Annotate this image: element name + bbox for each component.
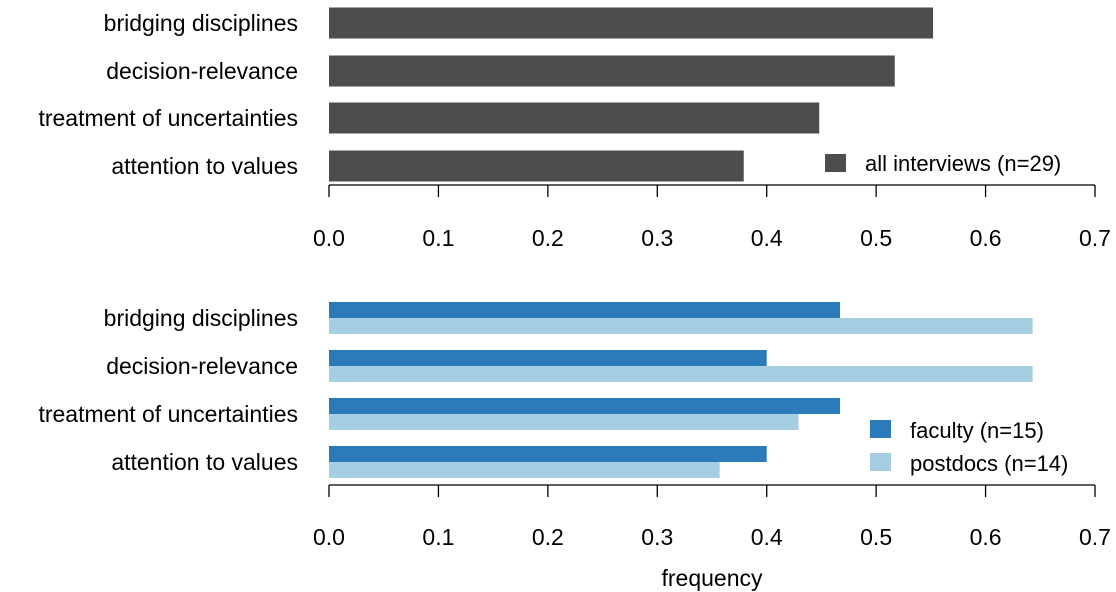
bar-all-1 [329,55,895,87]
category-label: treatment of uncertainties [38,401,298,427]
x-tick-label: 0.0 [313,225,345,251]
x-tick-label: 0.0 [313,524,345,550]
category-label: attention to values [111,449,298,475]
bar-postdocs-3 [329,462,720,478]
bar-faculty-3 [329,446,767,462]
legend-swatch [870,420,891,438]
bar-all-2 [329,102,820,134]
x-tick-label: 0.6 [970,225,1002,251]
x-tick-label: 0.3 [641,524,673,550]
x-tick-label: 0.3 [641,225,673,251]
category-label: bridging disciplines [104,305,298,331]
bar-all-0 [329,7,934,39]
x-tick-label: 0.2 [532,225,564,251]
bar-all-3 [329,150,744,182]
category-label: treatment of uncertainties [38,105,298,131]
bar-faculty-2 [329,398,841,414]
legend-label: all interviews (n=29) [865,151,1061,176]
category-label: decision-relevance [106,353,298,379]
bar-faculty-0 [329,302,841,318]
x-tick-label: 0.2 [532,524,564,550]
bar-postdocs-1 [329,366,1033,382]
x-axis-label: frequency [661,565,763,591]
x-tick-label: 0.1 [422,524,454,550]
x-tick-label: 0.6 [970,524,1002,550]
category-label: attention to values [111,153,298,179]
bar-postdocs-0 [329,318,1033,334]
bar-postdocs-2 [329,414,799,430]
category-label: decision-relevance [106,58,298,84]
legend-label: faculty (n=15) [910,418,1044,443]
category-label: bridging disciplines [104,10,298,36]
x-tick-label: 0.4 [751,524,783,550]
x-tick-label: 0.5 [860,524,892,550]
x-tick-label: 0.7 [1079,225,1111,251]
x-tick-label: 0.4 [751,225,783,251]
x-tick-label: 0.7 [1079,524,1111,550]
legend-swatch [870,453,891,471]
bar-faculty-1 [329,350,767,366]
panel-faculty-postdocs: bridging disciplines decision-relevance tr… [38,302,1111,550]
legend-swatch [825,154,846,172]
x-tick-label: 0.5 [860,225,892,251]
x-tick-label: 0.1 [422,225,454,251]
panel-all-interviews: bridging disciplines decision-relevance tr… [38,7,1111,251]
legend-label: postdocs (n=14) [910,451,1068,476]
